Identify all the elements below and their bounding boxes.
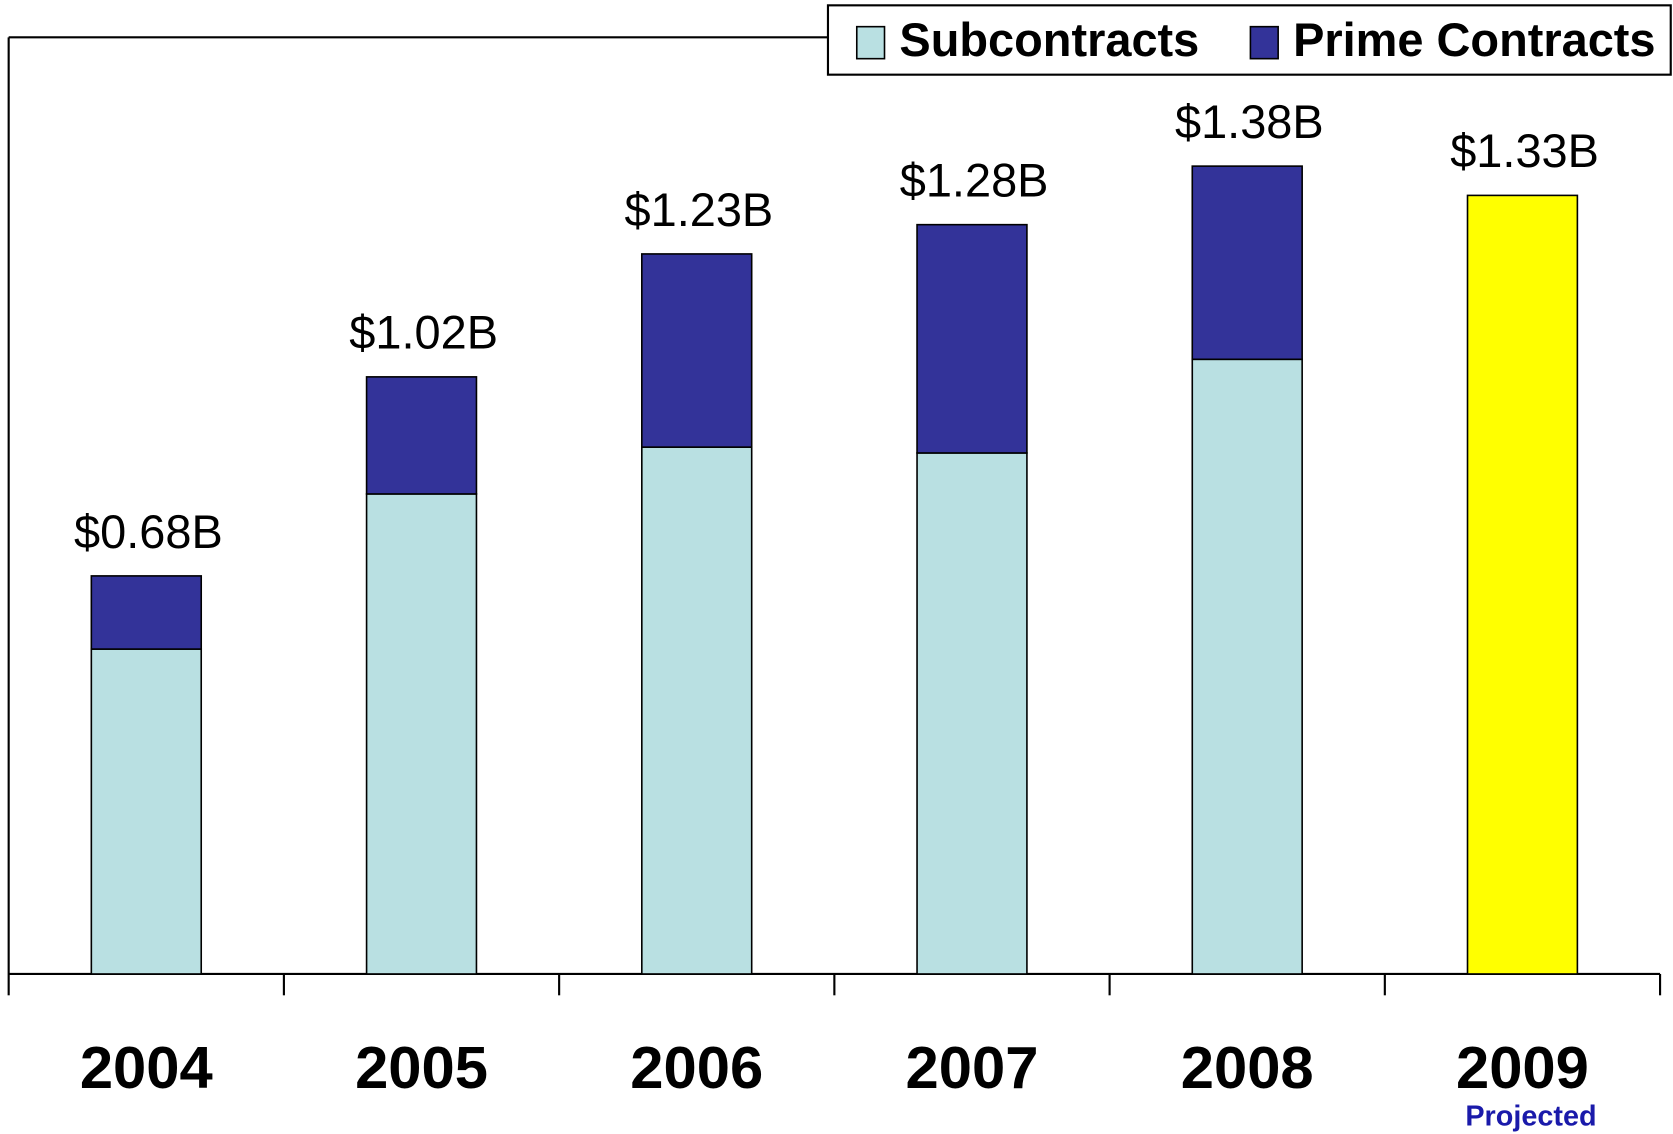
bar-segment — [1191, 165, 1303, 361]
value-label: $1.38B — [1175, 96, 1324, 148]
legend-label: Subcontracts — [899, 14, 1199, 66]
x-tick-label: 2009 — [1456, 1034, 1589, 1101]
x-tick-label: 2005 — [355, 1034, 488, 1101]
category-note: Projected — [1465, 1101, 1596, 1133]
x-tick-label: 2006 — [630, 1034, 763, 1101]
bar-segment — [641, 446, 753, 975]
legend-label: Prime Contracts — [1293, 14, 1655, 66]
legend-swatch — [1249, 25, 1279, 60]
bar-segment — [365, 493, 478, 975]
projected-bar — [1466, 194, 1579, 975]
x-tick-label: 2007 — [906, 1034, 1039, 1101]
x-tick-label: 2004 — [80, 1034, 213, 1101]
bar-segment — [90, 575, 203, 650]
bar-segment — [916, 452, 1028, 975]
bar-segment — [1191, 358, 1303, 975]
bar-segment — [90, 648, 203, 975]
x-tick-label: 2008 — [1181, 1034, 1314, 1101]
legend-box — [826, 4, 1672, 76]
value-label: $1.28B — [900, 155, 1049, 207]
value-label: $1.23B — [625, 184, 774, 236]
bar-segment — [365, 376, 478, 495]
value-label: $1.33B — [1450, 125, 1599, 177]
bar-segment — [916, 223, 1028, 454]
legend-swatch — [855, 25, 886, 60]
value-label: $1.02B — [349, 307, 498, 359]
value-label: $0.68B — [74, 506, 223, 558]
bar-segment — [641, 253, 753, 448]
